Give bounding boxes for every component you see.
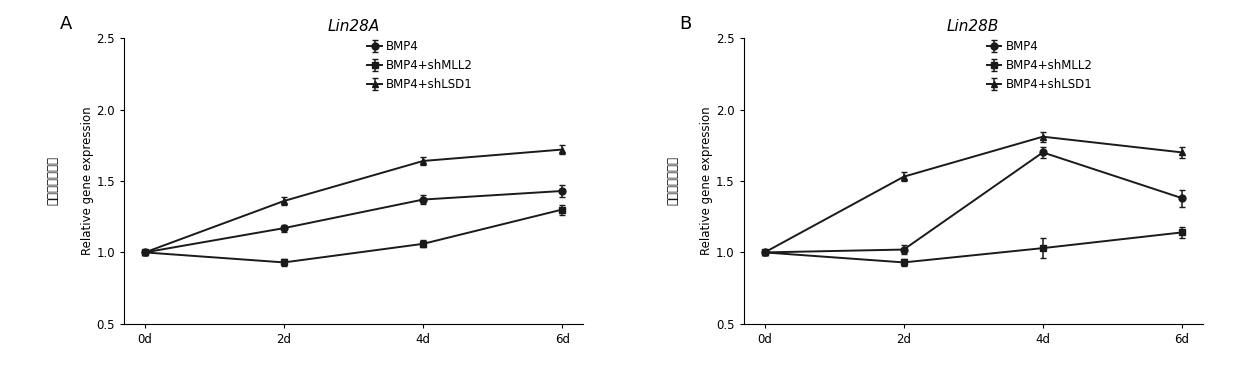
Title: Lin28A: Lin28A [327,19,379,34]
Legend: BMP4, BMP4+shMLL2, BMP4+shLSD1: BMP4, BMP4+shMLL2, BMP4+shLSD1 [982,35,1097,96]
Y-axis label: Relative gene expression: Relative gene expression [701,107,713,255]
Title: Lin28B: Lin28B [947,19,999,34]
Y-axis label: Relative gene expression: Relative gene expression [81,107,93,255]
Text: B: B [680,15,692,33]
Text: 基因相对表达量: 基因相对表达量 [666,157,680,205]
Text: 基因相对表达量: 基因相对表达量 [46,157,60,205]
Legend: BMP4, BMP4+shMLL2, BMP4+shLSD1: BMP4, BMP4+shMLL2, BMP4+shLSD1 [363,35,477,96]
Text: A: A [60,15,72,33]
